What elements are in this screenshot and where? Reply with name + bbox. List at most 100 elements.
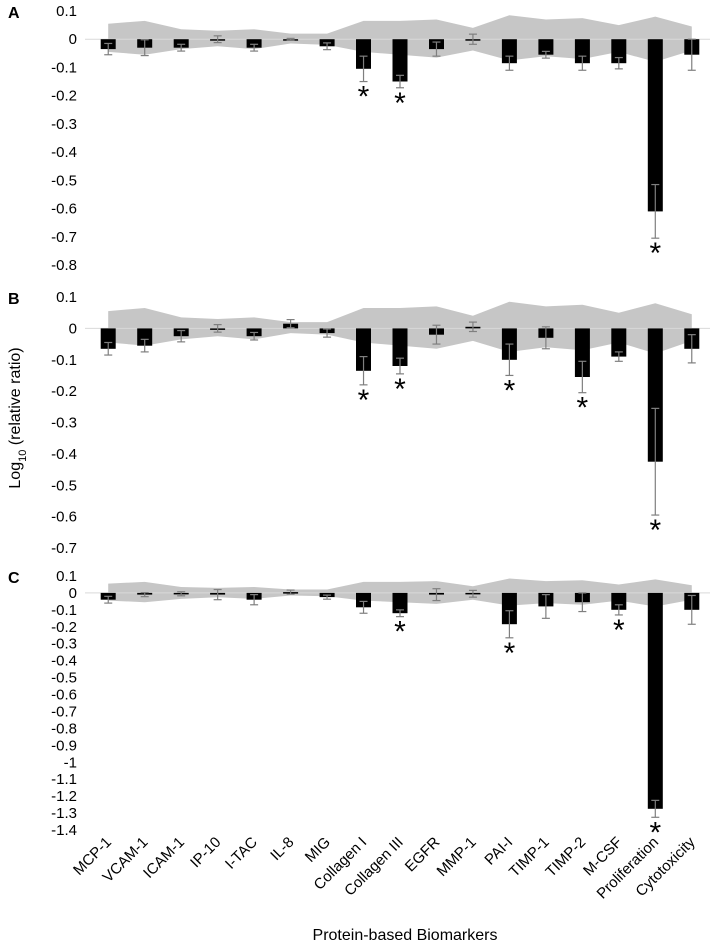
- error-bar: [359, 55, 368, 83]
- error-bar: [250, 43, 259, 52]
- error-bar: [432, 324, 441, 345]
- y-tick-label: -0.5: [51, 172, 77, 189]
- y-tick-label: -0.6: [51, 509, 77, 526]
- error-bar: [468, 33, 477, 45]
- y-tick-label: -1.3: [51, 805, 77, 822]
- y-tick-label: -0.2: [51, 88, 77, 105]
- panel-label: B: [8, 291, 20, 308]
- error-bar: [213, 324, 222, 333]
- bar-collagen-i: [356, 39, 371, 69]
- y-tick-label: -0.7: [51, 229, 77, 246]
- error-bar: [505, 610, 514, 639]
- y-tick-label: 0: [69, 585, 77, 602]
- significance-star: *: [649, 514, 661, 547]
- bar-collagen-iii: [392, 39, 408, 82]
- error-bar: [541, 326, 550, 350]
- error-bar: [505, 55, 514, 71]
- error-bar: [578, 360, 587, 394]
- y-tick-label: -0.8: [51, 720, 77, 737]
- bar-pai-i: [501, 592, 517, 625]
- y-tick-label: -0.1: [51, 602, 77, 619]
- error-bar: [432, 588, 441, 602]
- panel-b: B 0.1 0 -0.1 -0.2 -0.3 -0.4 -0.5 -0.6 -0.7 * * * * *: [8, 289, 710, 557]
- y-tick-label: -1.1: [51, 771, 77, 788]
- significance-star: *: [394, 373, 406, 406]
- bar-collagen-iii: [392, 328, 408, 366]
- y-tick-label: -0.2: [51, 383, 77, 400]
- error-bar: [250, 594, 259, 606]
- error-bar: [687, 594, 696, 625]
- error-bar: [323, 328, 332, 338]
- panel-label: C: [8, 570, 20, 587]
- error-bar: [396, 609, 404, 618]
- error-bar: [468, 321, 477, 333]
- significance-star: *: [504, 374, 516, 407]
- error-bar: [432, 41, 441, 57]
- error-bar: [286, 589, 295, 595]
- error-bar: [505, 343, 514, 377]
- y-tick-label: -0.3: [51, 116, 77, 133]
- error-bar: [468, 589, 477, 598]
- panel-label: A: [8, 5, 20, 22]
- error-bar: [359, 600, 368, 614]
- y-tick-label: -0.8: [51, 257, 77, 274]
- y-tick-label: 0: [69, 31, 77, 48]
- y-tick-label: 0.1: [56, 289, 77, 306]
- error-bar: [541, 50, 550, 59]
- error-bar: [177, 329, 186, 343]
- bar-collagen-i: [356, 592, 371, 608]
- significance-star: *: [613, 614, 625, 647]
- error-bar: [614, 351, 623, 362]
- error-bar: [250, 331, 259, 341]
- bar-vcam-1: [137, 328, 153, 346]
- error-bar: [104, 42, 113, 56]
- y-tick-label: -0.4: [51, 144, 77, 161]
- error-bar: [104, 341, 113, 356]
- significance-star: *: [394, 616, 406, 649]
- significance-star: *: [394, 87, 406, 120]
- error-bar: [396, 74, 404, 89]
- y-tick-label: -0.4: [51, 446, 77, 463]
- bar-collagen-i: [356, 328, 371, 371]
- y-tick-label: -0.7: [51, 703, 77, 720]
- error-bar: [359, 356, 368, 386]
- error-bar: [651, 407, 660, 516]
- bar-pai-i: [501, 39, 517, 64]
- error-bar: [651, 799, 660, 818]
- y-tick-label: 0: [69, 320, 77, 337]
- y-tick-label: -0.7: [51, 540, 77, 557]
- y-tick-label: -0.5: [51, 670, 77, 687]
- significance-star: *: [649, 237, 661, 270]
- bar-timp-2: [574, 328, 590, 377]
- error-bar: [213, 588, 222, 601]
- bar-proliferation: [647, 39, 663, 212]
- y-tick-label: -1.4: [51, 822, 77, 839]
- significance-star: *: [358, 81, 370, 114]
- y-axis-title: Log10 (relative ratio): [7, 347, 29, 488]
- error-bar: [687, 38, 696, 71]
- error-bar: [541, 594, 550, 619]
- error-bar: [177, 43, 186, 52]
- y-tick-label: -1.2: [51, 788, 77, 805]
- bar-icam-1: [173, 39, 189, 48]
- error-bar: [614, 604, 623, 616]
- bar-collagen-iii: [392, 592, 408, 614]
- bar-i-tac: [246, 39, 262, 48]
- panel-a: A 0.1 0 -0.1 -0.2 -0.3 -0.4 -0.5 -0.6 -0.7 -0.8 * * *: [8, 3, 710, 274]
- error-bar: [687, 334, 696, 364]
- y-tick-label: -0.3: [51, 636, 77, 653]
- error-bar: [104, 595, 113, 604]
- error-bar: [578, 55, 587, 71]
- bar-mcp-1: [100, 328, 116, 349]
- bar-timp-2: [574, 39, 590, 64]
- error-bar: [651, 183, 660, 239]
- y-tick-label: -0.1: [51, 59, 77, 76]
- error-bar: [323, 42, 332, 51]
- y-tick-label: 0.1: [56, 3, 77, 20]
- error-bar: [396, 357, 404, 375]
- significance-star: *: [504, 637, 516, 670]
- error-bar: [140, 591, 149, 598]
- bar-m-csf: [611, 328, 627, 357]
- significance-star: *: [577, 392, 589, 425]
